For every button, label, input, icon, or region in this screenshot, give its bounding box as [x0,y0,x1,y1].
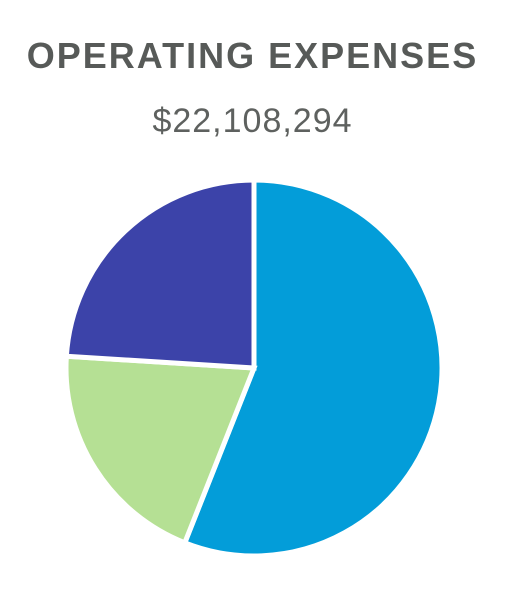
pie-slice-1 [181,177,445,559]
chart-subtitle-total: $22,108,294 [152,102,353,140]
pie-slice-2 [63,353,258,547]
chart-title: OPERATING EXPENSES [26,35,479,76]
pie-slice-3 [63,177,257,371]
